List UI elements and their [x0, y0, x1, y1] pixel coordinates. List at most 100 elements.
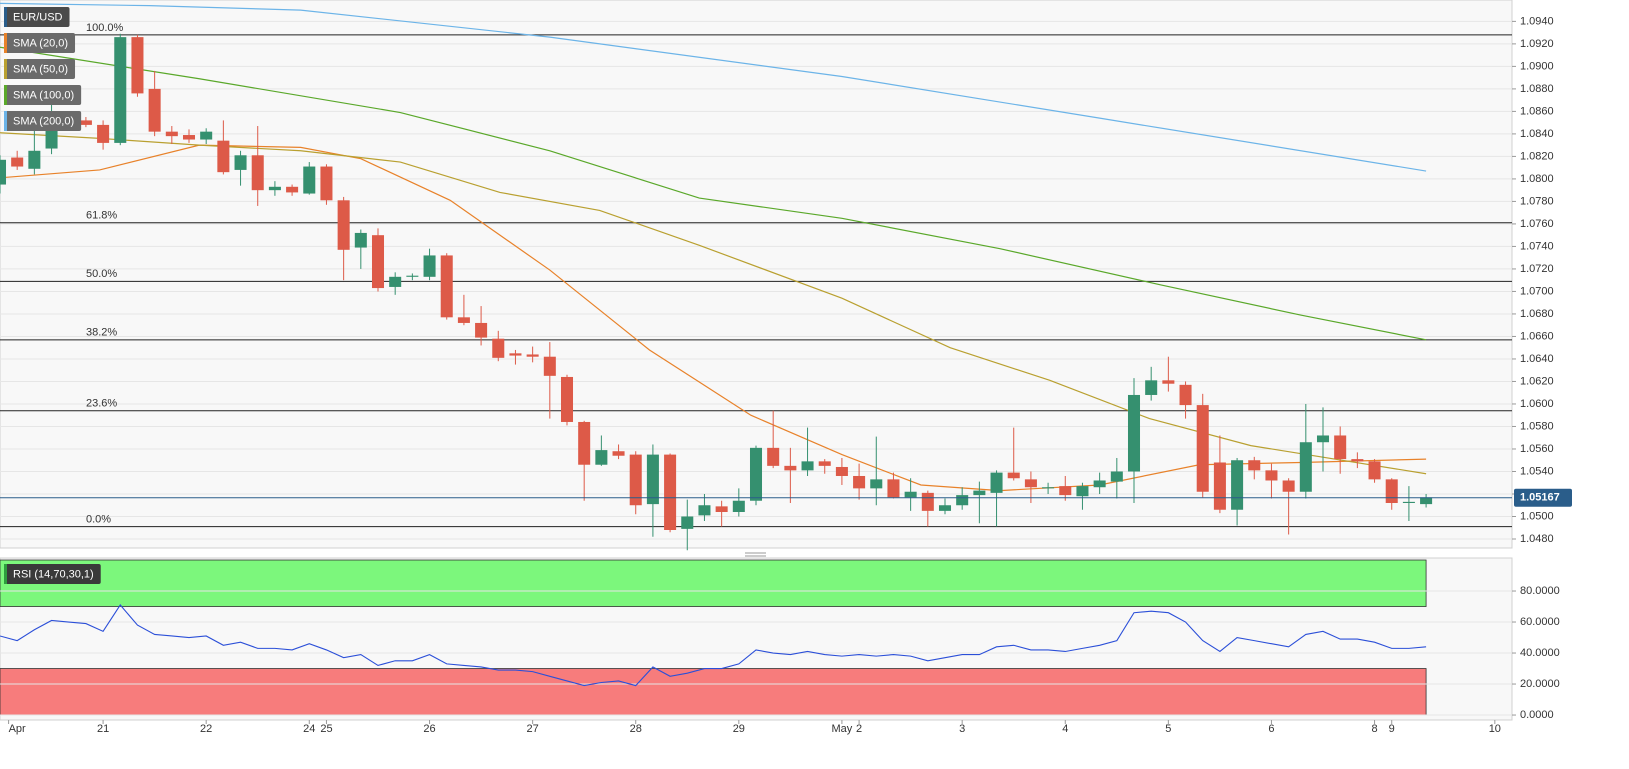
candle-body — [440, 255, 453, 318]
x-tick-label: 21 — [97, 723, 109, 735]
candle-body — [681, 516, 694, 529]
candle-body — [457, 317, 470, 323]
candle-body — [251, 155, 264, 191]
y-tick-label: 1.0640 — [1520, 353, 1554, 365]
candle-body — [835, 466, 848, 476]
fib-label: 61.8% — [86, 210, 117, 222]
y-tick-label: 1.0820 — [1520, 150, 1554, 162]
label-text: EUR/USD — [13, 11, 63, 23]
candle-body — [921, 492, 934, 511]
y-tick-label: 1.0880 — [1520, 83, 1554, 95]
candle-body — [767, 447, 780, 466]
candle-body — [1231, 460, 1244, 510]
candle-body — [664, 454, 677, 530]
candle-body — [526, 354, 539, 357]
candle-body — [354, 232, 367, 248]
candle-body — [389, 276, 402, 287]
label-text: SMA (100,0) — [13, 89, 74, 101]
x-tick-label: 26 — [423, 723, 435, 735]
x-tick-label: 24 — [303, 723, 315, 735]
candle-body — [646, 454, 659, 505]
sma-line — [0, 2, 1427, 172]
candle-body — [234, 155, 247, 170]
fib-label: 38.2% — [86, 327, 117, 339]
y-tick-label: 1.0900 — [1520, 60, 1554, 72]
candle-body — [182, 135, 196, 140]
label-text: SMA (20,0) — [13, 37, 68, 49]
label-color — [4, 111, 7, 131]
label-color — [4, 7, 7, 27]
label-box — [4, 7, 70, 27]
y-tick-label: 60.0000 — [1520, 616, 1560, 628]
candle-body — [337, 200, 350, 250]
y-tick-label: 1.0560 — [1520, 443, 1554, 455]
x-tick-label: 4 — [1062, 723, 1068, 735]
label-box — [4, 59, 76, 79]
candle-body — [1282, 480, 1295, 492]
label-color — [4, 33, 7, 53]
label-text: RSI (14,70,30,1) — [13, 568, 94, 580]
candle-body — [1007, 472, 1020, 479]
candle-body — [560, 376, 574, 422]
candle-body — [749, 447, 763, 501]
candle-body — [784, 465, 797, 471]
candle-body — [475, 322, 488, 338]
candle-body — [973, 490, 986, 496]
candle-body — [1162, 380, 1175, 384]
label-box — [4, 564, 101, 584]
y-tick-label: 1.0660 — [1520, 330, 1554, 342]
candle-body — [114, 37, 127, 143]
candle-body — [1076, 486, 1089, 497]
candle-body — [28, 150, 41, 169]
candle-body — [303, 166, 316, 194]
candle-body — [698, 505, 711, 516]
x-tick-label: 5 — [1165, 723, 1171, 735]
y-tick-label: 1.0600 — [1520, 398, 1554, 410]
candle-body — [1024, 479, 1037, 488]
candle-body — [320, 166, 333, 201]
y-tick-label: 1.0760 — [1520, 218, 1554, 230]
candle-body — [79, 120, 92, 125]
candle-body — [1368, 461, 1381, 480]
label-color — [4, 59, 7, 79]
x-tick-label: 28 — [630, 723, 642, 735]
candle-body — [509, 353, 522, 356]
y-tick-label: 1.0840 — [1520, 128, 1554, 140]
candle-body — [1179, 384, 1192, 406]
candle-body — [1042, 487, 1055, 489]
candle-body — [887, 479, 900, 498]
candle-body — [0, 159, 7, 185]
candle-body — [1385, 479, 1398, 503]
candle-body — [1265, 470, 1278, 481]
x-tick-label: 6 — [1268, 723, 1274, 735]
candle-body — [1420, 497, 1433, 505]
candle-body — [200, 131, 213, 140]
candle-body — [131, 37, 144, 94]
sma-line — [0, 144, 1427, 492]
candle-body — [1059, 486, 1072, 496]
candle-body — [732, 500, 745, 512]
label-box — [4, 85, 82, 105]
candle-body — [423, 255, 436, 277]
candle-body — [543, 356, 556, 376]
x-tick-label: 22 — [200, 723, 212, 735]
x-tick-label: 3 — [959, 723, 965, 735]
candle-body — [612, 451, 625, 456]
candle-body — [1299, 442, 1312, 492]
candle-body — [1110, 471, 1123, 482]
candle-body — [853, 475, 866, 489]
candle-body — [286, 186, 299, 193]
candle-body — [938, 505, 952, 511]
y-tick-label: 1.0480 — [1520, 533, 1554, 545]
y-tick-label: 1.0580 — [1520, 420, 1554, 432]
candle-body — [956, 495, 969, 506]
label-text: SMA (50,0) — [13, 63, 68, 75]
y-tick-label: 1.0700 — [1520, 285, 1554, 297]
fib-label: 50.0% — [86, 268, 117, 280]
y-tick-label: 1.0780 — [1520, 195, 1554, 207]
x-tick-label: 29 — [733, 723, 745, 735]
y-tick-label: 1.0860 — [1520, 105, 1554, 117]
candle-body — [990, 472, 1003, 493]
label-color — [4, 85, 7, 105]
